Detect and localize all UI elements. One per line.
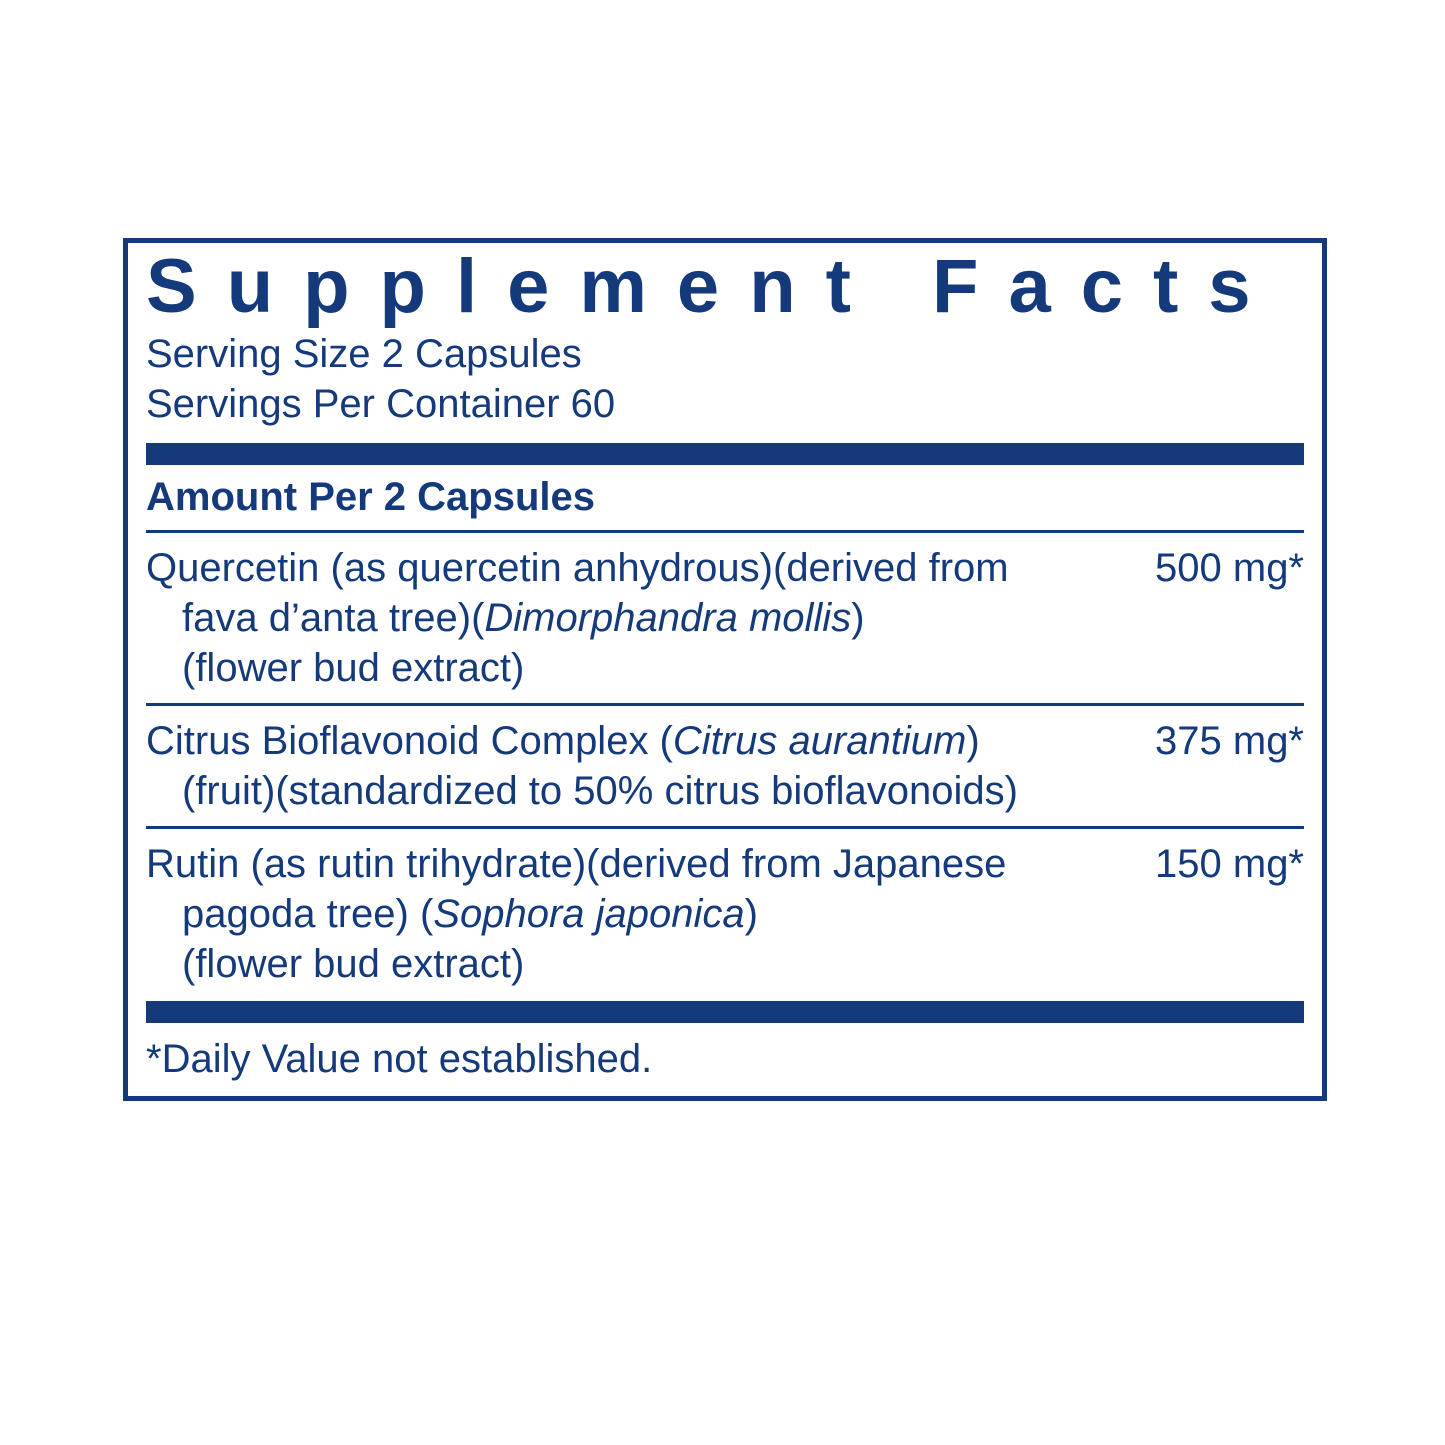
ingredient-latin: Citrus aurantium	[673, 719, 966, 763]
ingredient-text: )	[966, 719, 979, 763]
servings-per-container: Servings Per Container 60	[146, 379, 1304, 429]
ingredient-text: (flower bud extract)	[146, 939, 1090, 989]
divider-thick-top	[146, 443, 1304, 465]
supplement-facts-panel: Supplement Facts Serving Size 2 Capsules…	[123, 238, 1327, 1101]
ingredient-text: )	[851, 596, 864, 640]
ingredient-text: Quercetin (as quercetin anhydrous)(deriv…	[146, 546, 1009, 590]
divider-thick-bottom	[146, 1001, 1304, 1023]
ingredient-text: (flower bud extract)	[146, 643, 1090, 693]
ingredient-row: Quercetin (as quercetin anhydrous)(deriv…	[146, 537, 1304, 699]
amount-per-serving-header: Amount Per 2 Capsules	[146, 473, 1304, 526]
ingredient-row: Citrus Bioflavonoid Complex (Citrus aura…	[146, 710, 1304, 822]
panel-title: Supplement Facts	[146, 249, 1304, 329]
serving-size: Serving Size 2 Capsules	[146, 329, 1304, 379]
divider-thin	[146, 530, 1304, 533]
ingredient-name: Rutin (as rutin trihydrate)(derived from…	[146, 839, 1114, 989]
ingredient-latin: Sophora japonica	[433, 892, 744, 936]
ingredient-amount: 500 mg*	[1114, 543, 1304, 693]
ingredient-text: pagoda tree) (	[182, 892, 433, 936]
ingredient-text: (fruit)(standardized to 50% citrus biofl…	[146, 766, 1090, 816]
ingredient-text: )	[745, 892, 758, 936]
ingredient-name: Citrus Bioflavonoid Complex (Citrus aura…	[146, 716, 1114, 816]
daily-value-footnote: *Daily Value not established.	[146, 1031, 1304, 1082]
ingredient-text: fava d’anta tree)(	[182, 596, 484, 640]
ingredient-text: Citrus Bioflavonoid Complex (	[146, 719, 673, 763]
ingredient-latin: Dimorphandra mollis	[484, 596, 851, 640]
ingredient-row: Rutin (as rutin trihydrate)(derived from…	[146, 833, 1304, 995]
ingredient-text: Rutin (as rutin trihydrate)(derived from…	[146, 842, 1006, 886]
divider-thin	[146, 703, 1304, 706]
serving-block: Serving Size 2 Capsules Servings Per Con…	[146, 329, 1304, 437]
divider-thin	[146, 826, 1304, 829]
ingredient-amount: 375 mg*	[1114, 716, 1304, 816]
ingredient-amount: 150 mg*	[1114, 839, 1304, 989]
ingredient-name: Quercetin (as quercetin anhydrous)(deriv…	[146, 543, 1114, 693]
